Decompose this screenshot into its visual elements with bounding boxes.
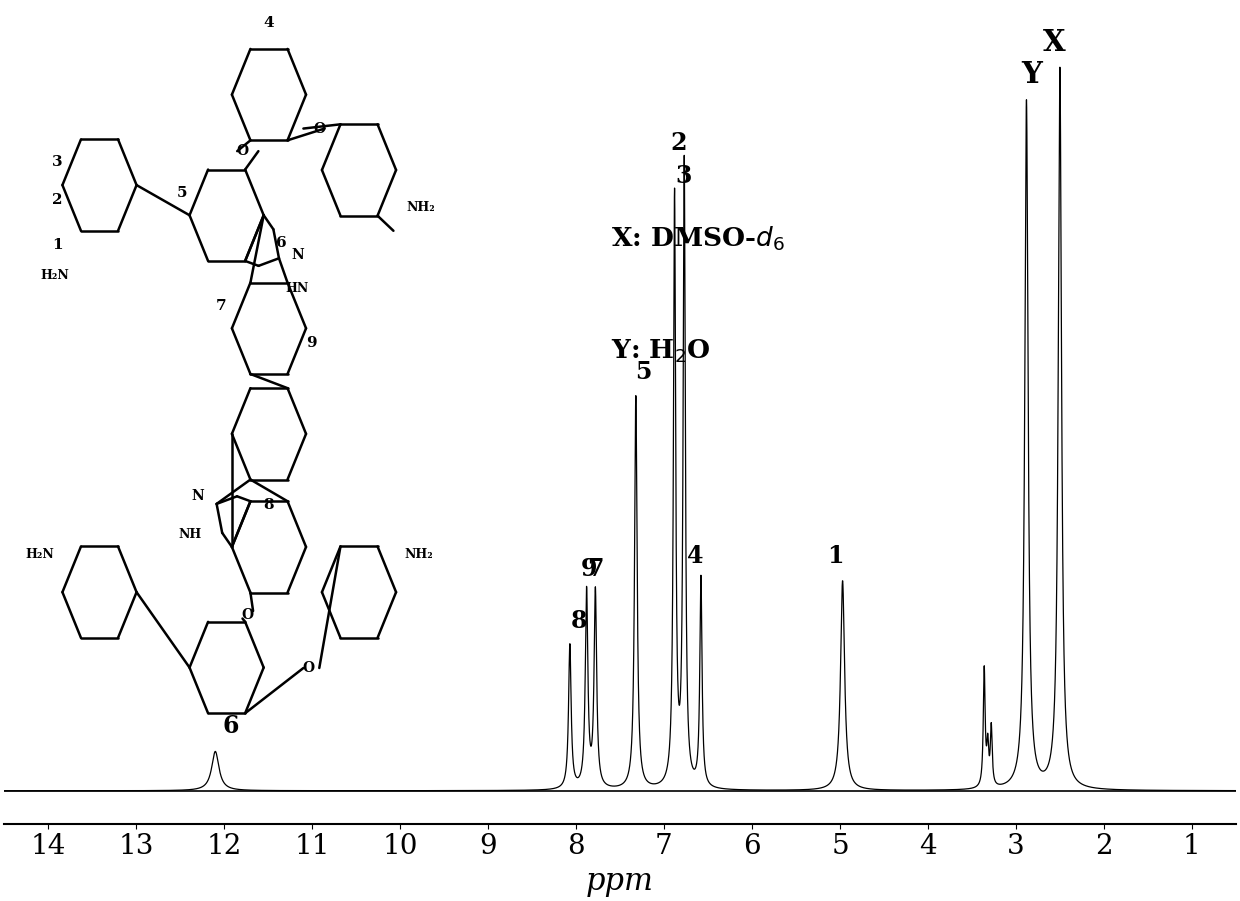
Text: 5: 5: [635, 360, 651, 385]
Text: 6: 6: [223, 714, 239, 738]
Text: X: X: [1043, 28, 1066, 57]
Text: 9: 9: [582, 557, 598, 581]
Text: Y: H$_2$O: Y: H$_2$O: [611, 337, 711, 365]
Text: 2: 2: [671, 131, 687, 155]
Text: Y: Y: [1022, 60, 1042, 89]
Text: 8: 8: [570, 609, 587, 633]
Text: 1: 1: [827, 544, 843, 568]
Text: 7: 7: [587, 557, 604, 581]
Text: X: DMSO-$\mathit{d}_6$: X: DMSO-$\mathit{d}_6$: [611, 224, 785, 253]
Text: 3: 3: [675, 164, 692, 187]
X-axis label: ppm: ppm: [587, 866, 653, 896]
Text: 4: 4: [687, 544, 704, 568]
